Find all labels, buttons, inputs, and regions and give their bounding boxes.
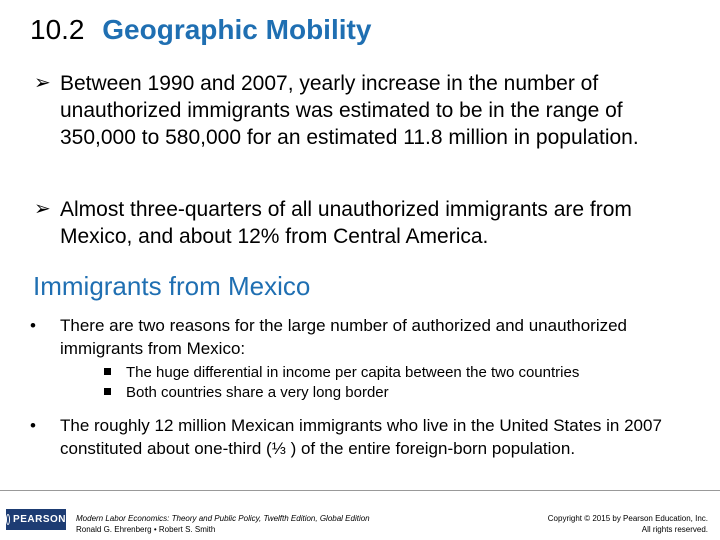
point-text: The roughly 12 million Mexican immigrant… [60, 416, 662, 458]
slide-title: 10.2 Geographic Mobility [30, 14, 371, 46]
subpoint-item-2: Both countries share a very long border [104, 383, 704, 402]
pearson-logo: PEARSON [6, 509, 66, 530]
dot-bullet-icon: • [30, 416, 36, 435]
rights-text: All rights reserved. [641, 525, 708, 534]
dot-bullet-icon: • [30, 316, 36, 335]
subpoint-text: The huge differential in income per capi… [126, 364, 580, 381]
title-text: Geographic Mobility [102, 14, 372, 45]
book-authors: Ronald G. Ehrenberg • Robert S. Smith [76, 525, 216, 534]
bullet-text: Between 1990 and 2007, yearly increase i… [60, 72, 639, 149]
section-heading: Immigrants from Mexico [33, 271, 311, 301]
copyright-text: Copyright © 2015 by Pearson Education, I… [547, 514, 708, 523]
pearson-mark-icon [6, 514, 11, 525]
bullet-text: Almost three-quarters of all unauthorize… [60, 198, 632, 248]
book-title: Modern Labor Economics: Theory and Publi… [76, 514, 370, 523]
bullet-item-1: ➢ Between 1990 and 2007, yearly increase… [34, 70, 684, 151]
footer-citation: Modern Labor Economics: Theory and Publi… [76, 513, 370, 535]
square-bullet-icon [104, 368, 111, 375]
section-number: 10.2 [30, 14, 85, 45]
arrow-bullet-icon: ➢ [34, 72, 51, 94]
bullet-item-2: ➢ Almost three-quarters of all unauthori… [34, 196, 684, 250]
arrow-bullet-icon: ➢ [34, 198, 51, 220]
square-bullet-icon [104, 388, 111, 395]
logo-text: PEARSON [13, 514, 66, 525]
subpoint-text: Both countries share a very long border [126, 384, 389, 401]
footer-divider [0, 490, 720, 491]
point-item-1: • There are two reasons for the large nu… [30, 314, 640, 360]
point-text: There are two reasons for the large numb… [60, 316, 628, 358]
subpoint-item-1: The huge differential in income per capi… [104, 363, 704, 382]
point-item-2: • The roughly 12 million Mexican immigra… [30, 414, 670, 460]
footer-copyright: Copyright © 2015 by Pearson Education, I… [548, 513, 708, 535]
